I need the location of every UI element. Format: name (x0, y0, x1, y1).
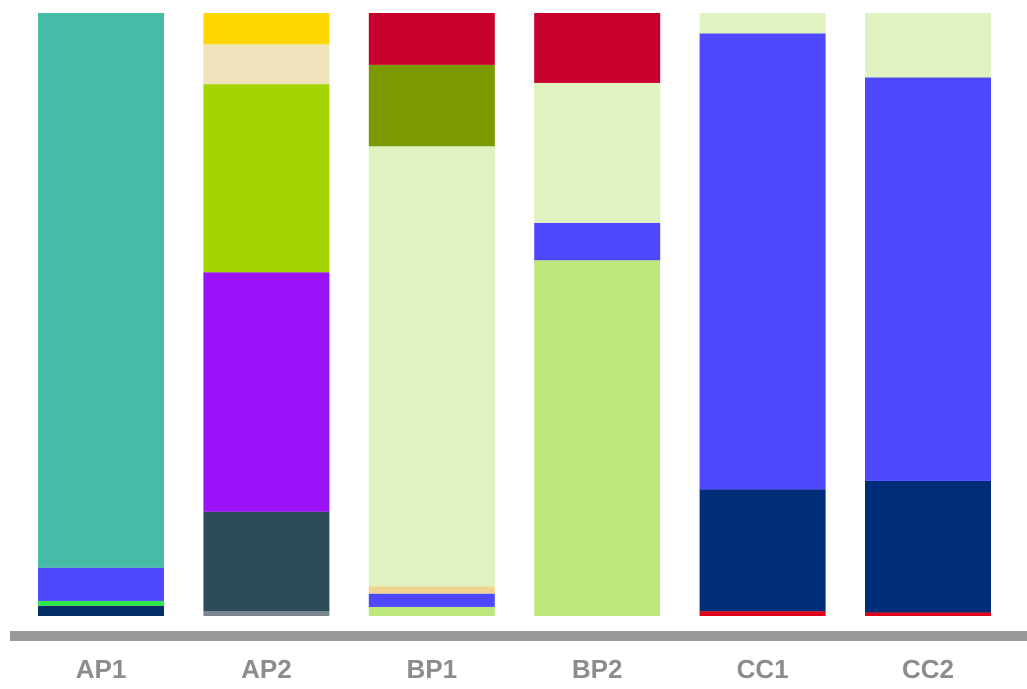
bar-segment-ap2-2 (203, 272, 330, 512)
bar-segment-bp2-1 (534, 222, 661, 261)
bar-segment-ap2-3 (203, 84, 330, 273)
bar-segment-ap2-4 (203, 44, 330, 85)
bar-segment-bp1-5 (368, 13, 495, 65)
bar-segment-ap1-1 (38, 600, 164, 606)
x-tick-label-cc2: CC2 (902, 654, 954, 684)
bar-segment-cc2-3 (865, 13, 991, 78)
bar-segment-cc1-0 (699, 611, 826, 616)
bar-segment-bp1-1 (368, 593, 495, 607)
bar-segment-ap2-5 (203, 13, 330, 45)
bar-segment-bp1-0 (368, 606, 495, 616)
bars-group (38, 13, 991, 616)
bar-segment-cc2-0 (865, 612, 991, 616)
bar-segment-cc1-1 (699, 489, 826, 612)
bar-segment-bp1-4 (368, 64, 495, 147)
x-tick-label-ap2: AP2 (241, 654, 292, 684)
x-tick-label-ap1: AP1 (76, 654, 127, 684)
bar-segment-bp2-3 (534, 13, 661, 83)
bar-segment-ap1-0 (38, 605, 164, 616)
bar-segment-ap1-2 (38, 567, 164, 601)
bar-segment-ap2-0 (203, 611, 330, 616)
x-tick-label-bp2: BP2 (572, 654, 623, 684)
x-tick-label-bp1: BP1 (407, 654, 458, 684)
bar-segment-ap1-3 (38, 13, 164, 568)
bar-segment-bp1-3 (368, 146, 495, 587)
bar-segment-cc1-2 (699, 33, 826, 490)
bar-segment-bp1-2 (368, 586, 495, 594)
bar-segment-bp2-2 (534, 82, 661, 223)
x-axis-line (10, 631, 1027, 641)
bar-segment-cc2-1 (865, 480, 991, 613)
bar-segment-bp2-0 (534, 260, 661, 616)
x-tick-labels: AP1 AP2 BP1 BP2 CC1 CC2 (76, 654, 954, 684)
bar-segment-cc1-3 (699, 13, 826, 34)
bar-segment-cc2-2 (865, 77, 991, 481)
x-tick-label-cc1: CC1 (737, 654, 789, 684)
bar-segment-ap2-1 (203, 511, 330, 612)
